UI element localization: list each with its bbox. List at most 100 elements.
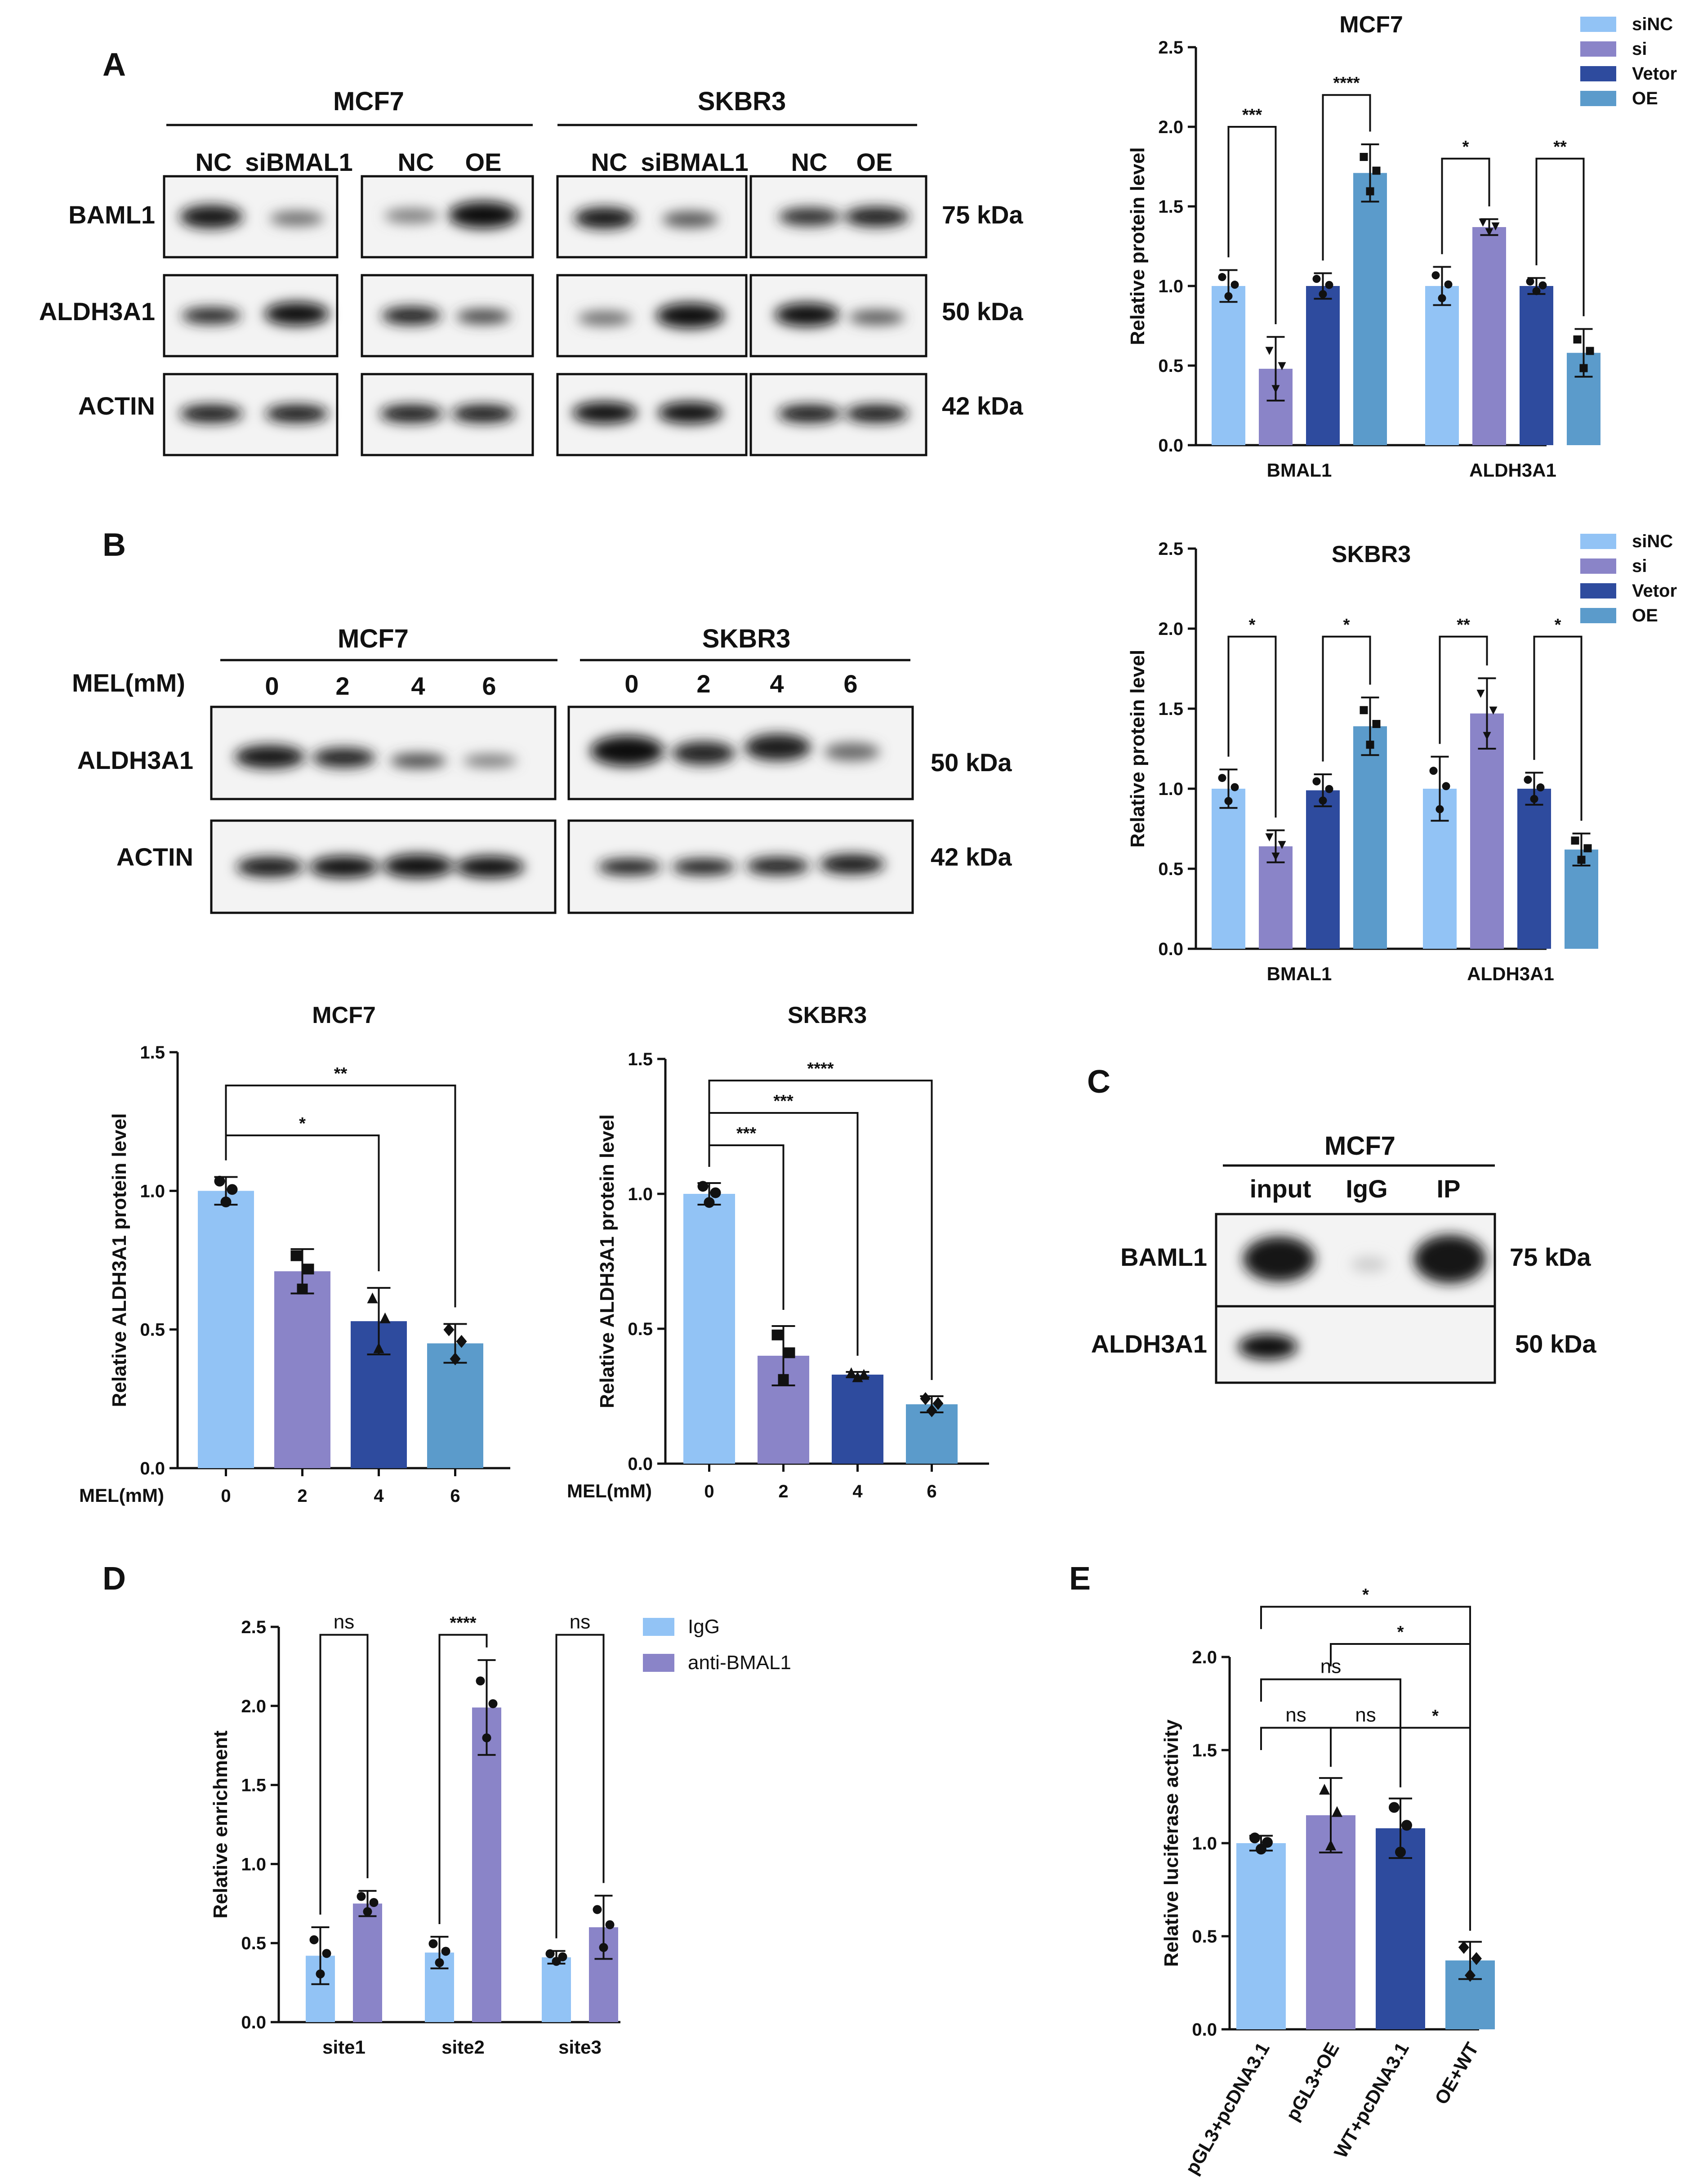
data-point [363, 1907, 372, 1916]
data-point [1438, 294, 1446, 303]
data-point [926, 1404, 937, 1417]
legend-swatch [1580, 41, 1616, 57]
data-point [322, 1949, 331, 1958]
bar [1470, 713, 1504, 949]
blot-band [778, 405, 841, 423]
y-tick-label: 0.0 [1158, 436, 1183, 456]
blot-b-lane-header: MEL(mM) [72, 669, 185, 697]
y-tick-label: 1.0 [1158, 277, 1183, 296]
bar [1306, 286, 1340, 445]
significance-label: * [1397, 1623, 1404, 1642]
data-point [1271, 385, 1280, 393]
blot-a-lane: NC [791, 148, 828, 176]
x-category-label: ALDH3A1 [1467, 963, 1554, 984]
blot-band [775, 303, 839, 326]
significance-bracket [1227, 126, 1277, 324]
data-point [605, 1920, 615, 1929]
data-point [1395, 1846, 1406, 1858]
data-point [1401, 1820, 1412, 1831]
data-point [1483, 732, 1491, 740]
y-tick-label: 2.5 [1158, 539, 1183, 559]
data-point [1230, 783, 1239, 791]
x-category-label: site2 [441, 2037, 485, 2058]
bar [274, 1271, 330, 1468]
data-point [1360, 706, 1368, 715]
blot-band [463, 755, 517, 767]
chart-title: MCF7 [1339, 12, 1403, 38]
data-point [456, 1335, 467, 1348]
x-tick-label: 0 [221, 1486, 231, 1506]
blot-band [1238, 1334, 1297, 1359]
bar [1212, 789, 1245, 949]
data-point [1532, 287, 1541, 295]
blot-b-lane: 0 [265, 672, 279, 700]
data-point [369, 1898, 379, 1907]
data-point [704, 1197, 715, 1208]
significance-label: ns [570, 1611, 590, 1633]
data-point [357, 1892, 366, 1901]
blot-band [824, 743, 880, 761]
bar [1212, 286, 1245, 445]
y-tick-label: 0.5 [1158, 356, 1183, 376]
y-tick-label: 2.0 [241, 1697, 266, 1716]
data-point [316, 1969, 325, 1979]
data-point [558, 1952, 567, 1961]
y-tick-label: 0.5 [1158, 859, 1183, 879]
blot-band [383, 854, 453, 878]
data-point [1372, 166, 1381, 175]
y-tick-label: 0.0 [241, 2013, 266, 2032]
blot-band [1351, 1256, 1387, 1273]
data-point [1312, 275, 1321, 283]
blot-c-kda: 75 kDa [1510, 1243, 1591, 1271]
significance-label: * [299, 1114, 306, 1133]
data-point [1579, 364, 1588, 372]
blot-band [380, 405, 443, 423]
data-point [710, 1187, 721, 1198]
blot-band [844, 207, 909, 227]
blot-band [456, 309, 510, 324]
blot-band [672, 859, 735, 875]
bar [1517, 789, 1551, 949]
legend-label: Vetor [1632, 581, 1677, 601]
data-point [373, 1342, 384, 1353]
blot-band [456, 856, 524, 878]
blot-band [180, 405, 243, 423]
blot-band [265, 405, 328, 423]
bar [1472, 227, 1506, 445]
blot-band [235, 745, 305, 768]
significance-label: **** [450, 1614, 476, 1633]
blot-b-lane: 6 [482, 672, 496, 700]
western-blot-b: MCF7 SKBR3 MEL(mM) 0 2 4 6 0 2 4 6 ALDH3… [72, 624, 1012, 914]
data-point [784, 1347, 795, 1358]
significance-bracket [1260, 1678, 1401, 1787]
y-tick-label: 1.0 [1158, 779, 1183, 799]
y-tick-label: 1.0 [140, 1181, 165, 1201]
blot-band [662, 211, 718, 228]
blot-band [658, 402, 722, 424]
significance-label: ** [1457, 616, 1470, 634]
western-blot-a: MCF7 SKBR3 NC siBMAL1 NC OE NC siBMAL1 N… [39, 87, 1023, 456]
significance-bracket [1441, 157, 1490, 255]
blot-band [264, 302, 329, 326]
y-tick-label: 0.0 [628, 1454, 653, 1474]
x-category-label: site3 [558, 2037, 602, 2058]
data-point [1530, 795, 1538, 803]
data-point [1366, 741, 1374, 749]
data-point [428, 1939, 438, 1948]
bar [1353, 173, 1387, 445]
data-point [290, 1250, 302, 1261]
legend-label: Vetor [1632, 64, 1677, 84]
significance-bracket [1260, 1606, 1471, 1931]
legend-swatch [643, 1654, 674, 1672]
data-point [488, 1699, 498, 1708]
legend-swatch [1580, 66, 1616, 81]
data-point [297, 1283, 308, 1295]
blot-a-bands [180, 201, 909, 424]
blot-band [1414, 1235, 1486, 1283]
data-point [1278, 362, 1286, 371]
data-point [1224, 292, 1233, 300]
significance-label: * [1555, 616, 1561, 634]
significance-label: *** [773, 1092, 794, 1111]
data-point [1372, 720, 1381, 728]
blot-band [180, 205, 243, 228]
